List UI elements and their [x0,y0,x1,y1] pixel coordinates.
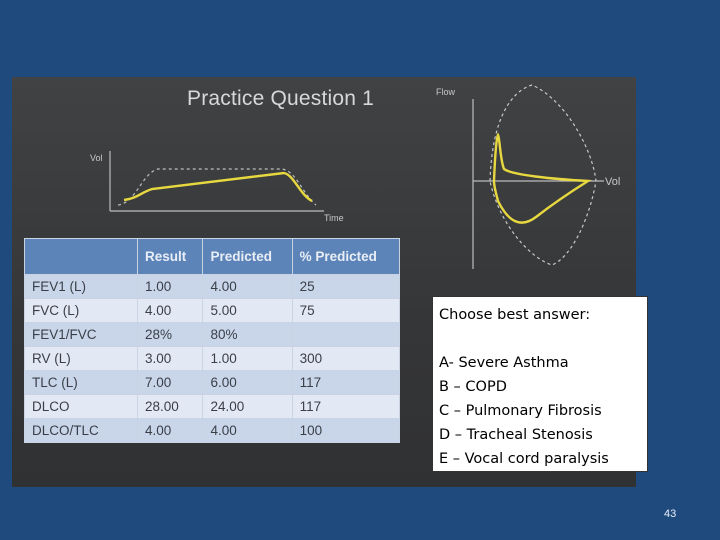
practice-question-title: Practice Question 1 [187,87,375,110]
table-cell: 75 [291,298,401,323]
table-cell: 6.00 [202,370,293,395]
table-cell: FEV1 (L) [24,274,138,299]
fv-predicted-loop [489,84,597,266]
answer-option-a[interactable]: A- Severe Asthma [439,355,569,371]
pft-results-table: Result Predicted % Predicted FEV1 (L) 1.… [24,238,401,443]
table-cell: 4.00 [202,274,293,299]
vt-x-label: Time [324,213,344,223]
table-cell: 28.00 [136,394,204,419]
table-cell: 80% [202,322,293,347]
table-row: FVC (L) 4.00 5.00 75 [24,298,401,323]
table-cell: DLCO [24,394,138,419]
fv-x-label: Vol [605,176,621,188]
page-number: 43 [664,508,677,520]
spirometry-plots [109,84,604,269]
answer-choices-box: Choose best answer: A- Severe Asthma B –… [432,296,648,472]
vt-predicted-curve [117,168,317,206]
table-header-cell: Result [136,238,204,275]
flow-volume-plot [472,84,604,269]
table-cell: 4.00 [136,418,204,443]
table-cell: 100 [291,418,401,443]
table-row: RV (L) 3.00 1.00 300 [24,346,401,371]
embedded-slide-image: Practice Question 1 Vol Time Flow Vol Re… [12,77,636,487]
table-cell: FVC (L) [24,298,138,323]
answer-option-e[interactable]: E – Vocal cord paralysis [439,451,609,467]
volume-time-plot [109,151,324,212]
table-cell: RV (L) [24,346,138,371]
table-cell: 25 [291,274,401,299]
table-header-cell [24,238,138,275]
table-cell [291,322,401,347]
fv-patient-loop [492,132,592,224]
fv-y-label: Flow [436,87,456,97]
table-header-cell: Predicted [202,238,293,275]
table-header-cell: % Predicted [291,238,401,275]
answer-option-b[interactable]: B – COPD [439,379,507,395]
table-cell: TLC (L) [24,370,138,395]
table-cell: DLCO/TLC [24,418,138,443]
question-prompt: Choose best answer: [439,307,591,323]
table-cell: 4.00 [202,418,293,443]
table-row: DLCO/TLC 4.00 4.00 100 [24,418,401,443]
table-cell: 1.00 [136,274,204,299]
table-row: TLC (L) 7.00 6.00 117 [24,370,401,395]
table-row: DLCO 28.00 24.00 117 [24,394,401,419]
vt-y-label: Vol [90,153,103,163]
table-cell: 28% [136,322,204,347]
table-cell: 300 [291,346,401,371]
answer-option-c[interactable]: C – Pulmonary Fibrosis [439,403,602,419]
table-cell: FEV1/FVC [24,322,138,347]
table-cell: 117 [291,370,401,395]
table-row: FEV1 (L) 1.00 4.00 25 [24,274,401,299]
table-cell: 4.00 [136,298,204,323]
table-cell: 7.00 [136,370,204,395]
vt-patient-curve [123,171,313,203]
table-cell: 1.00 [202,346,293,371]
answer-option-d[interactable]: D – Tracheal Stenosis [439,427,593,443]
table-cell: 5.00 [202,298,293,323]
table-cell: 24.00 [202,394,293,419]
table-row: FEV1/FVC 28% 80% [24,322,401,347]
table-header-row: Result Predicted % Predicted [24,238,401,275]
table-cell: 3.00 [136,346,204,371]
table-cell: 117 [291,394,401,419]
